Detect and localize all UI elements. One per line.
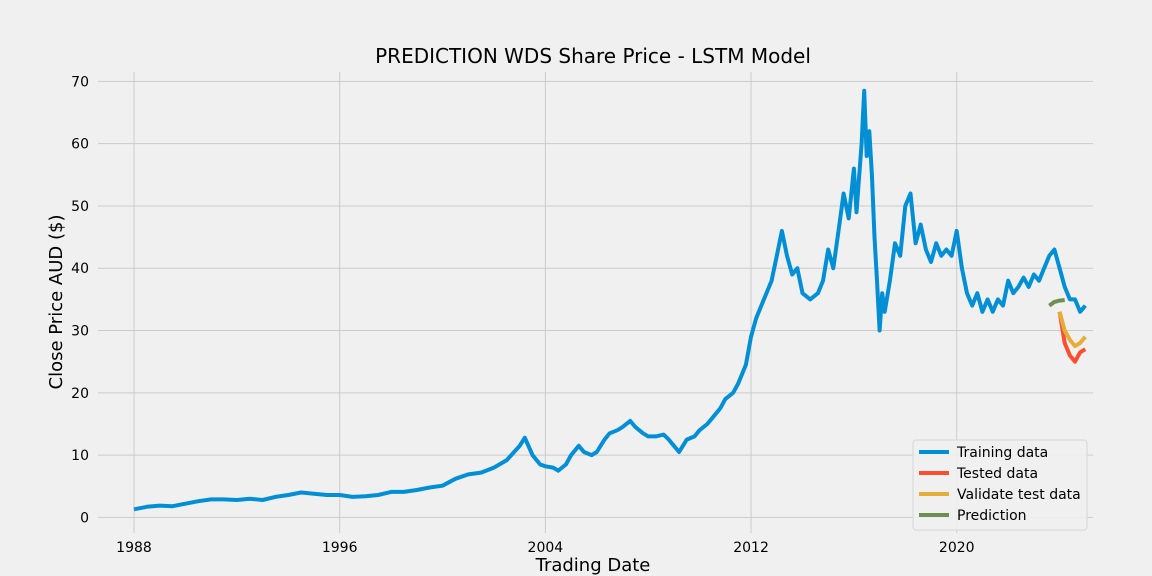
legend-label: Tested data: [956, 466, 1038, 482]
x-tick-label: 2004: [528, 540, 564, 556]
chart-title: PREDICTION WDS Share Price - LSTM Model: [375, 44, 811, 68]
x-tick-label: 1996: [322, 540, 358, 556]
legend-label: Training data: [956, 445, 1048, 461]
series-line-tested-data: [1057, 311, 1087, 364]
y-tick-label: 60: [71, 137, 89, 153]
series-line-prediction: [1048, 298, 1065, 308]
legend-box: [912, 439, 1088, 531]
y-tick-label: 20: [71, 386, 89, 402]
y-tick-label: 40: [71, 261, 89, 277]
x-tick-label: 2012: [733, 540, 769, 556]
series-line-validate-test-data: [1057, 311, 1087, 349]
y-tick-label: 30: [71, 324, 89, 340]
y-tick-label: 70: [71, 74, 89, 90]
y-tick-label: 50: [71, 199, 89, 215]
series-line-training-data: [133, 88, 1087, 512]
legend-label: Prediction: [957, 508, 1027, 524]
x-axis-title: Trading Date: [535, 555, 651, 576]
y-axis-title: Close Price AUD ($): [46, 215, 67, 390]
series-group: [133, 88, 1087, 512]
x-tick-label: 2020: [939, 540, 975, 556]
legend-label: Validate test data: [957, 487, 1081, 503]
grid-lines: [98, 72, 1093, 533]
y-tick-label: 10: [71, 448, 89, 464]
y-tick-label: 0: [80, 510, 89, 526]
tick-labels: 1988 1996 2004 2012 2020 0 10 20 30 40 50 60 70: [71, 74, 974, 556]
x-tick-label: 1988: [116, 540, 152, 556]
legend: Training data Tested data Validate test da…: [912, 439, 1088, 531]
